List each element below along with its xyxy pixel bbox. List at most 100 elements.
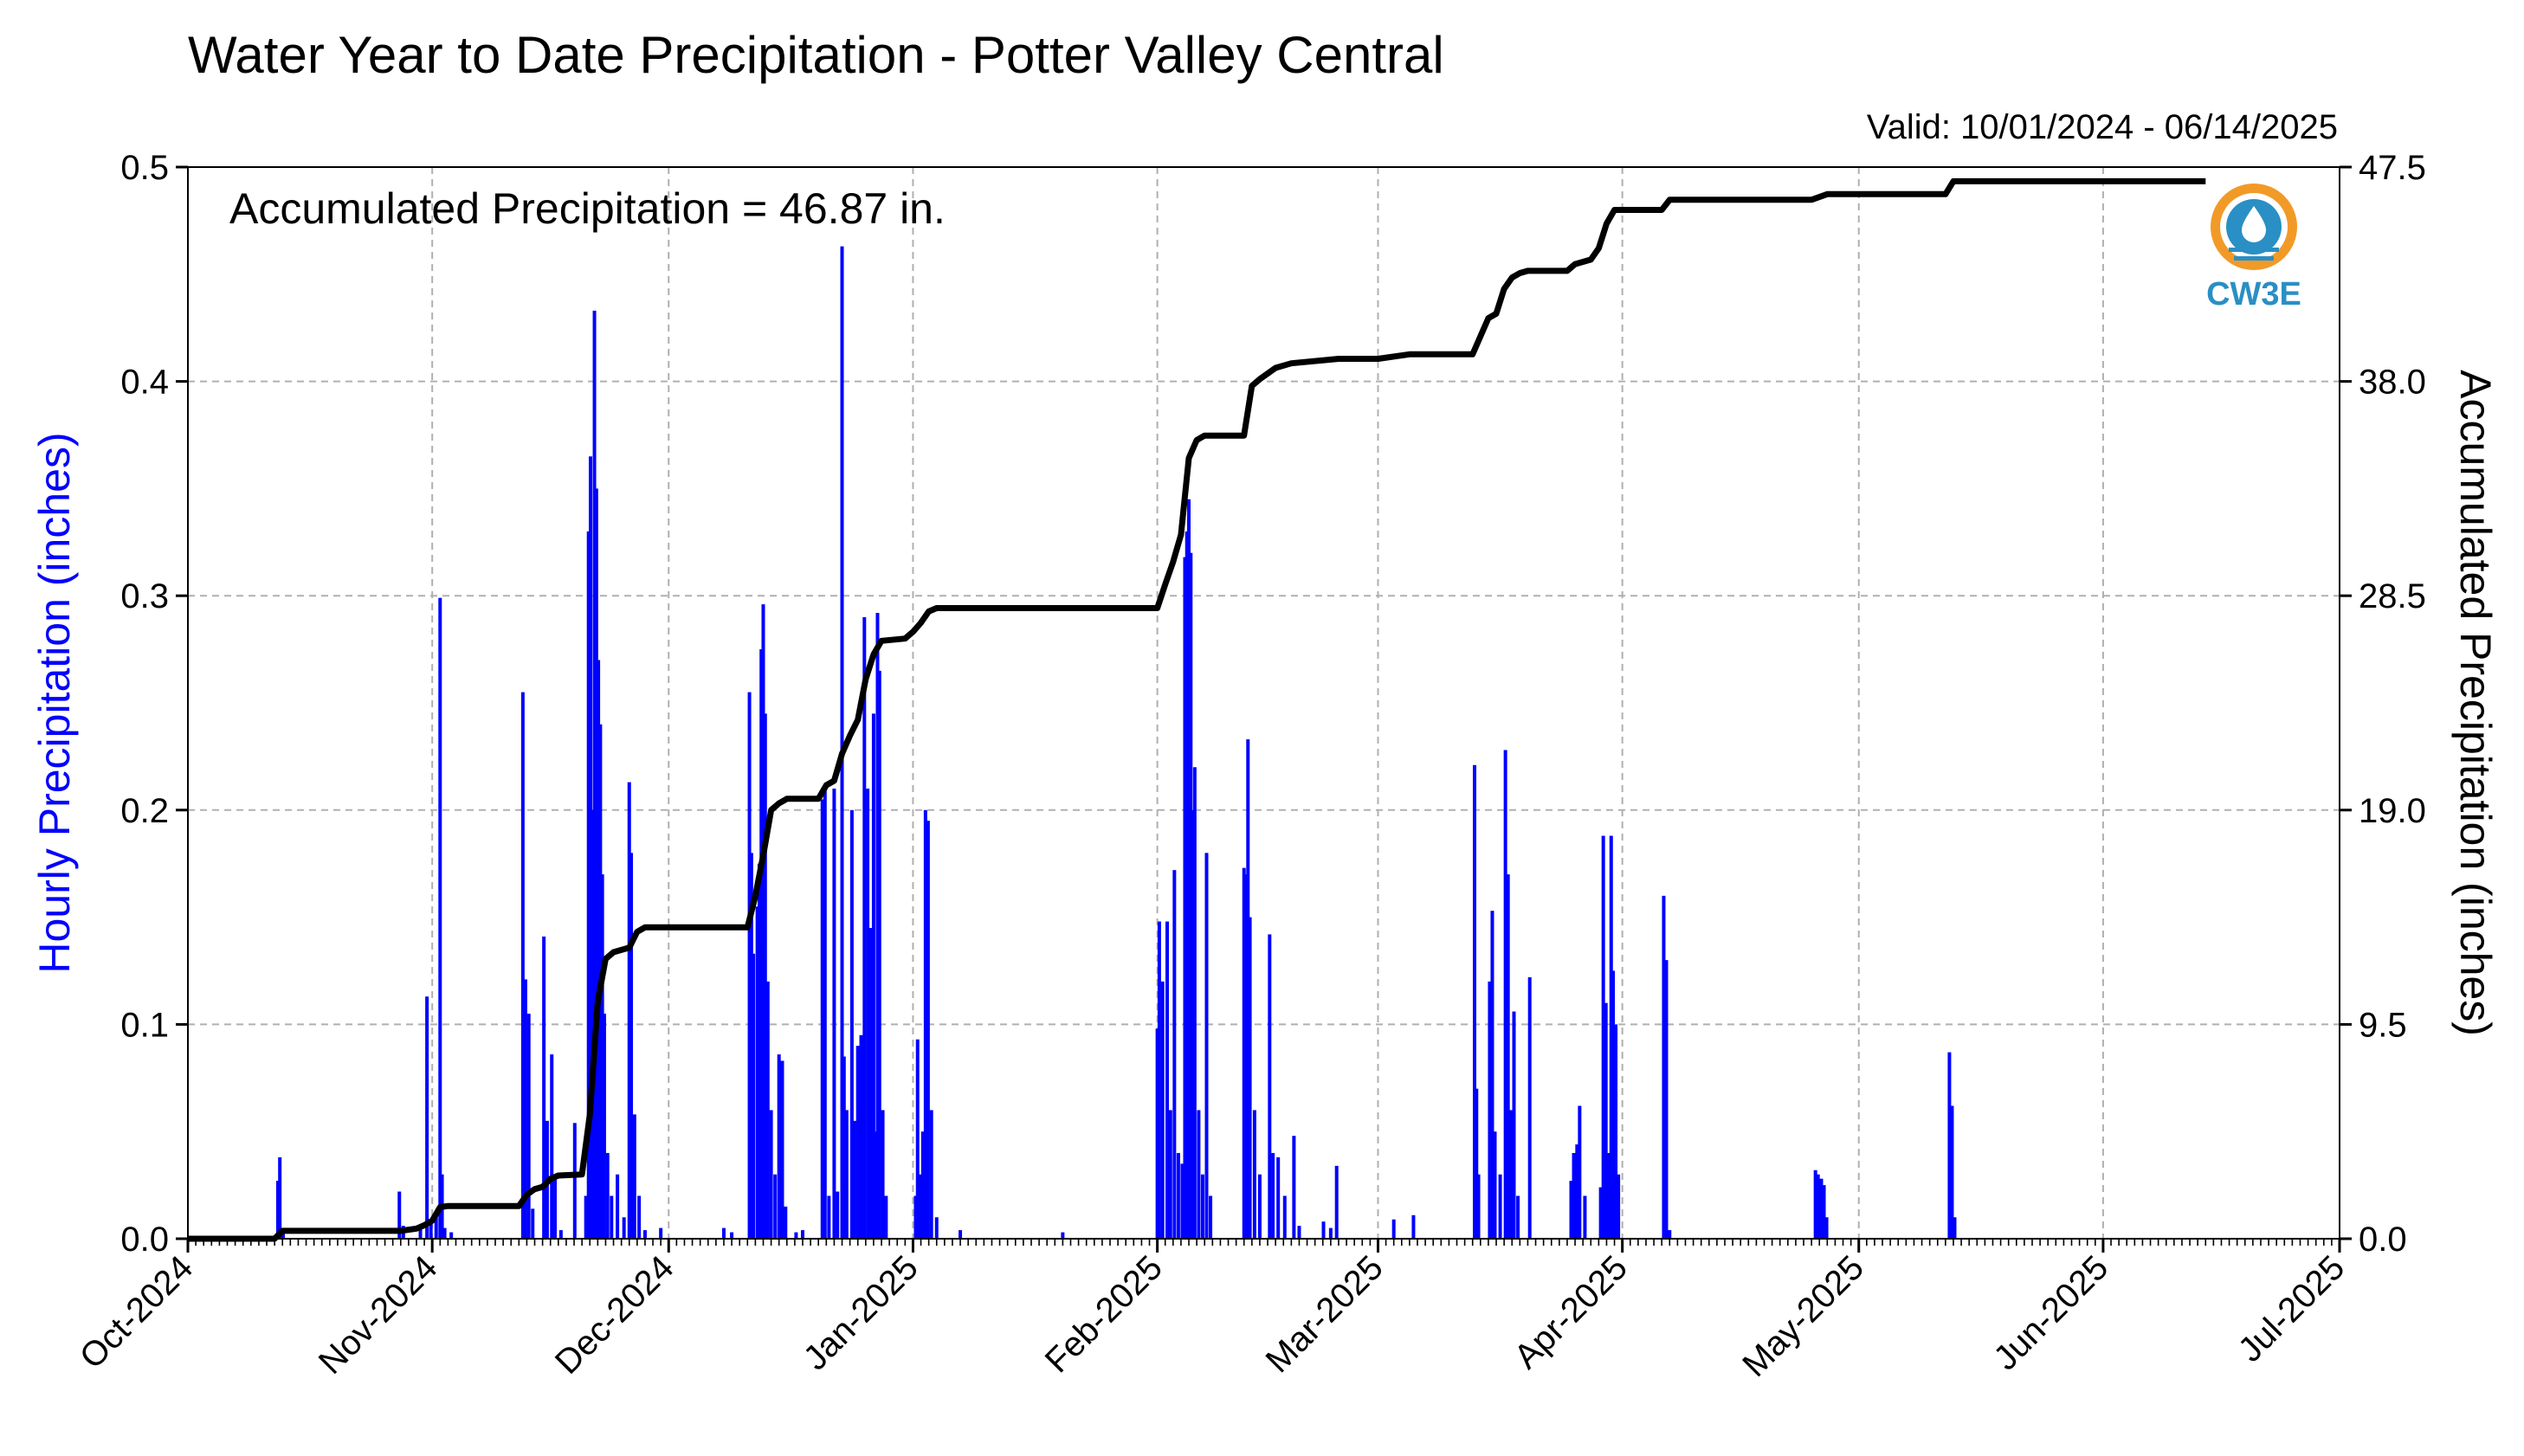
valid-date-range: Valid: 10/01/2024 - 06/14/2025 <box>1867 108 2338 146</box>
precip-bar <box>397 1191 402 1239</box>
precip-bar <box>929 1110 933 1239</box>
precip-bar <box>1506 874 1510 1239</box>
precip-bar <box>1606 1152 1611 1239</box>
precip-bar <box>629 853 634 1239</box>
precip-bar <box>871 713 875 1239</box>
precip-bar <box>852 1120 856 1239</box>
precip-bar <box>1664 960 1669 1239</box>
annotation-accumulated-precipitation: Accumulated Precipitation = 46.87 in. <box>229 184 946 233</box>
precip-bar <box>874 1131 878 1239</box>
precip-bar <box>1297 1226 1301 1239</box>
precip-bar <box>881 1110 885 1239</box>
precip-bar <box>1614 1024 1618 1239</box>
precip-bar <box>1609 835 1613 1239</box>
precip-bar <box>627 782 631 1239</box>
logo-wave-2 <box>2234 256 2274 261</box>
precip-bar <box>1242 867 1246 1239</box>
precip-bar <box>1160 981 1165 1239</box>
precip-bar <box>1498 1174 1502 1239</box>
y-tick-label: 0.5 <box>120 149 169 187</box>
precip-bar <box>823 789 827 1239</box>
precip-bar <box>855 1046 860 1239</box>
precip-bar <box>759 649 764 1239</box>
precip-bar <box>1276 1156 1281 1239</box>
left-y-tick-labels: 0.0 0.1 0.2 0.3 0.4 0.5 <box>120 149 169 1259</box>
precip-bar <box>749 853 753 1239</box>
precip-bar <box>1475 1088 1479 1239</box>
precip-bar <box>730 1232 734 1239</box>
precip-bar <box>765 981 770 1239</box>
precip-bar <box>1257 1174 1262 1239</box>
precip-bar <box>757 863 761 1239</box>
precip-bar <box>1572 1152 1576 1239</box>
precip-bar <box>918 1174 922 1239</box>
precip-bar <box>1598 1187 1603 1239</box>
y2-tick-label: 9.5 <box>2359 1006 2407 1044</box>
precip-bar <box>1244 874 1249 1239</box>
precip-bar <box>849 809 854 1239</box>
precip-bar <box>572 1123 577 1239</box>
precip-bar <box>832 789 836 1239</box>
precip-bar <box>637 1195 642 1239</box>
precip-bar <box>794 1232 798 1239</box>
precip-bar <box>523 979 527 1239</box>
precip-bar <box>1187 499 1191 1239</box>
precip-bar <box>526 1014 531 1239</box>
precip-bar <box>1391 1219 1396 1239</box>
precip-bar <box>550 1054 554 1239</box>
precip-bar <box>610 1195 614 1239</box>
y-tick-label: 0.4 <box>120 364 169 402</box>
precip-bar <box>418 1227 423 1239</box>
cw3e-logo: CW3E <box>2206 184 2301 312</box>
precip-bar <box>1947 1052 1952 1239</box>
precip-bar <box>1200 1174 1204 1239</box>
precip-bar <box>558 1230 563 1239</box>
precip-bar <box>278 1156 282 1239</box>
precip-bar <box>934 1217 939 1239</box>
precip-bar <box>820 799 824 1239</box>
plot-frame <box>187 166 2340 1240</box>
precip-bar <box>1516 1195 1520 1239</box>
precip-bar <box>520 692 525 1239</box>
precip-bar <box>1252 1110 1256 1239</box>
precip-bar <box>586 531 591 1239</box>
precip-bar <box>866 789 870 1239</box>
y2-tick-label: 0.0 <box>2359 1221 2407 1259</box>
precip-bar <box>920 1131 925 1239</box>
precip-bar <box>429 1221 433 1239</box>
precip-bar <box>1061 1232 1065 1239</box>
precip-bar <box>752 953 756 1239</box>
precip-bar <box>840 246 844 1239</box>
precip-bar <box>605 1152 610 1239</box>
precip-bar <box>862 616 867 1239</box>
right-axis-label: Accumulated Precipitation (inches) <box>2451 370 2500 1036</box>
precip-bar <box>1334 1165 1339 1239</box>
precip-bar <box>1157 921 1161 1239</box>
logo-text: CW3E <box>2206 276 2301 312</box>
hourly-bars <box>275 246 1957 1240</box>
precip-bar <box>923 809 927 1239</box>
precip-bar <box>600 874 604 1239</box>
precip-bar <box>868 927 873 1239</box>
precip-bar <box>1662 895 1666 1239</box>
accumulated-line <box>188 177 2206 1242</box>
y-tick-label: 0.0 <box>120 1221 169 1259</box>
y-tick-label: 0.3 <box>120 577 169 615</box>
precip-bar <box>1282 1195 1287 1239</box>
precip-bar <box>836 1191 840 1239</box>
precip-bar <box>1503 750 1507 1239</box>
precip-bar <box>659 1227 663 1239</box>
precip-bar <box>1268 934 1272 1239</box>
precip-bar <box>1583 1195 1587 1239</box>
precip-bar <box>1248 917 1252 1239</box>
precip-bar <box>1204 853 1209 1239</box>
precip-bar <box>1601 835 1605 1239</box>
precip-bar <box>602 1014 606 1239</box>
precip-bar <box>859 1034 863 1239</box>
precip-bar <box>1197 1110 1201 1239</box>
precip-bar <box>1575 1144 1579 1239</box>
precip-bar <box>1822 1185 1826 1239</box>
precip-bar <box>1569 1181 1573 1239</box>
precip-bar <box>1328 1227 1333 1239</box>
